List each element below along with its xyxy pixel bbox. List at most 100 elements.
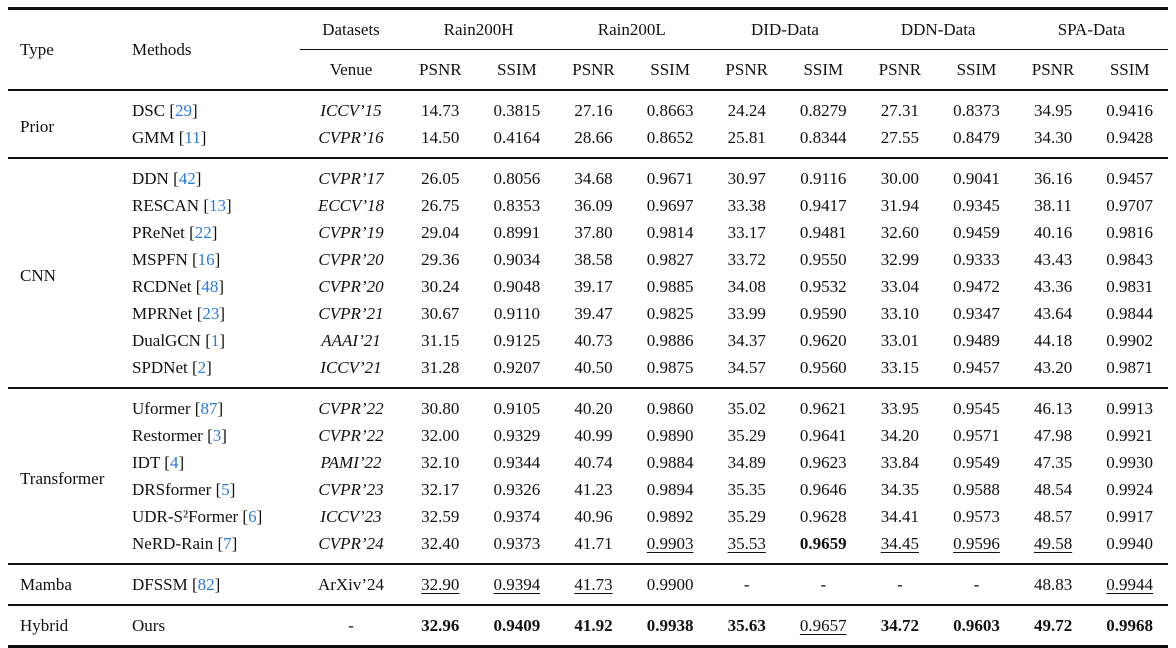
method-cell: MSPFN [16] [132,249,221,269]
psnr-value: 33.15 [880,357,919,377]
ssim-value: 0.9603 [953,615,1000,635]
table-row: NeRD-Rain [7] CVPR’24 32.40 0.9373 41.71 0.99… [8,530,1168,564]
ssim-value: 0.9913 [1106,398,1154,418]
ssim-value: 0.8353 [493,195,541,215]
citation-link[interactable]: 13 [208,195,226,215]
method-cell: IDT [4] [132,452,185,472]
psnr-value: 48.54 [1033,479,1073,499]
citation-link[interactable]: 4 [169,452,179,472]
psnr-value: 41.71 [574,533,613,553]
psnr-value: 24.24 [727,100,766,120]
citation-link[interactable]: 3 [212,425,222,445]
method-cell: DSC [29] [132,100,198,120]
ssim-value: 0.9457 [953,357,1000,377]
psnr-value: 33.84 [880,452,919,472]
psnr-value: 32.00 [421,425,460,445]
psnr-value: 32.59 [421,506,460,526]
ssim-value: 0.9110 [493,303,540,323]
venue-cell: CVPR’23 [318,479,384,499]
ssim-value: 0.9917 [1106,506,1154,526]
method-cell: DDN [42] [132,168,202,188]
ssim-value: 0.9326 [493,479,541,499]
ssim-value: 0.9621 [799,398,847,418]
psnr-value: 43.20 [1033,357,1073,377]
ssim-value: 0.8991 [493,222,541,242]
ssim-value: 0.9596 [953,533,1000,553]
section-transformer: Transformer Uformer [87] CVPR’22 30.80 0.910… [8,388,1168,564]
ssim-value: 0.9707 [1106,195,1154,215]
table-row: DualGCN [1] AAAI’21 31.15 0.9125 40.73 0.9886… [8,327,1168,354]
method-cell: Uformer [87] [132,398,224,418]
psnr-value: 41.73 [574,574,613,594]
ssim-value: 0.9628 [799,506,847,526]
citation-link[interactable]: 16 [197,249,215,269]
method-cell: DRSformer [5] [132,479,236,499]
col-header-ssim: SSIM [803,59,844,79]
ssim-value: 0.9481 [799,222,847,242]
psnr-value: 38.11 [1034,195,1072,215]
table-row: UDR-S²Former [6] ICCV’23 32.59 0.9374 40.96 0… [8,503,1168,530]
psnr-value: 28.66 [574,127,613,147]
citation-link[interactable]: 1 [210,330,220,350]
psnr-value: 26.75 [421,195,460,215]
psnr-value: 47.98 [1033,425,1073,445]
table-header: Type Methods Datasets Rain200H Rain200L … [8,8,1168,90]
ssim-value: 0.9671 [646,168,694,188]
ssim-value: - [820,574,827,594]
psnr-value: 31.15 [421,330,460,350]
psnr-value: 33.95 [880,398,919,418]
psnr-value: 31.94 [880,195,919,215]
citation-link[interactable]: 6 [248,506,257,526]
psnr-value: 41.23 [574,479,613,499]
ssim-value: 0.9207 [493,357,541,377]
psnr-value: 35.29 [727,425,766,445]
psnr-value: 40.16 [1033,222,1073,242]
method-cell: DualGCN [1] [132,330,226,350]
ssim-value: 0.9105 [493,398,541,418]
psnr-value: 30.24 [421,276,460,296]
venue-cell: CVPR’22 [318,425,384,445]
ssim-value: 0.8663 [646,100,694,120]
results-table: Type Methods Datasets Rain200H Rain200L … [8,7,1168,648]
citation-link[interactable]: 11 [184,127,201,147]
venue-cell: CVPR’20 [318,276,384,296]
citation-link[interactable]: 48 [201,276,219,296]
ssim-value: 0.9374 [493,506,541,526]
table-row: Mamba DFSSM [82] ArXiv’24 32.90 0.9394 41.73 0… [8,564,1168,605]
psnr-value: 49.72 [1033,615,1073,635]
psnr-value: - [743,574,750,594]
citation-link[interactable]: 29 [174,100,192,120]
ssim-value: 0.9900 [646,574,694,594]
venue-cell: - [348,615,354,635]
ssim-value: 0.9472 [953,276,1000,296]
citation-link[interactable]: 82 [197,574,215,594]
psnr-value: 33.99 [727,303,766,323]
citation-link[interactable]: 87 [200,398,218,418]
citation-link[interactable]: 23 [202,303,220,323]
group-header-did-data: DID-Data [708,8,862,50]
venue-cell: ArXiv’24 [317,574,385,594]
psnr-value: 43.43 [1033,249,1073,269]
psnr-value: 34.37 [727,330,766,350]
ssim-value: 0.9894 [646,479,694,499]
ssim-value: 0.9549 [953,452,1000,472]
citation-link[interactable]: 2 [197,357,207,377]
ssim-value: 0.9373 [493,533,541,553]
citation-link[interactable]: 22 [194,222,212,242]
type-cell: Mamba [20,574,72,594]
col-header-ssim: SSIM [956,59,997,79]
psnr-value: 33.01 [880,330,919,350]
citation-link[interactable]: 42 [178,168,196,188]
ssim-value: 0.9938 [646,615,694,635]
group-header-spa-data: SPA-Data [1014,8,1168,50]
psnr-value: 35.02 [727,398,766,418]
type-cell: Prior [20,117,54,136]
section-prior: Prior DSC [29] ICCV’15 14.73 0.3815 27.16 0.86… [8,90,1168,158]
psnr-value: 14.50 [421,127,460,147]
citation-link[interactable]: 5 [221,479,230,499]
ssim-value: 0.9345 [953,195,1000,215]
citation-link[interactable]: 7 [223,533,232,553]
method-cell: Restormer [3] [132,425,227,445]
psnr-value: 32.17 [421,479,460,499]
ssim-value: 0.9394 [493,574,541,594]
